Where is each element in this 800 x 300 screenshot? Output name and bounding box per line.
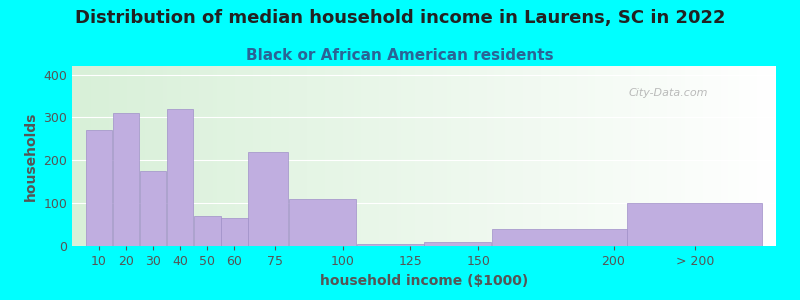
Bar	[425, 242, 491, 246]
Bar	[86, 130, 112, 246]
Bar	[289, 199, 356, 246]
Bar	[627, 203, 762, 246]
Text: Distribution of median household income in Laurens, SC in 2022: Distribution of median household income …	[74, 9, 726, 27]
Text: Black or African American residents: Black or African American residents	[246, 48, 554, 63]
Bar	[249, 152, 288, 246]
X-axis label: household income ($1000): household income ($1000)	[320, 274, 528, 288]
Bar	[140, 171, 166, 246]
Text: City-Data.com: City-Data.com	[628, 88, 708, 98]
Bar	[194, 216, 221, 246]
Bar	[113, 113, 139, 246]
Bar	[167, 109, 194, 246]
Bar	[492, 229, 626, 246]
Bar	[357, 244, 423, 246]
Y-axis label: households: households	[24, 111, 38, 201]
Bar	[222, 218, 247, 246]
